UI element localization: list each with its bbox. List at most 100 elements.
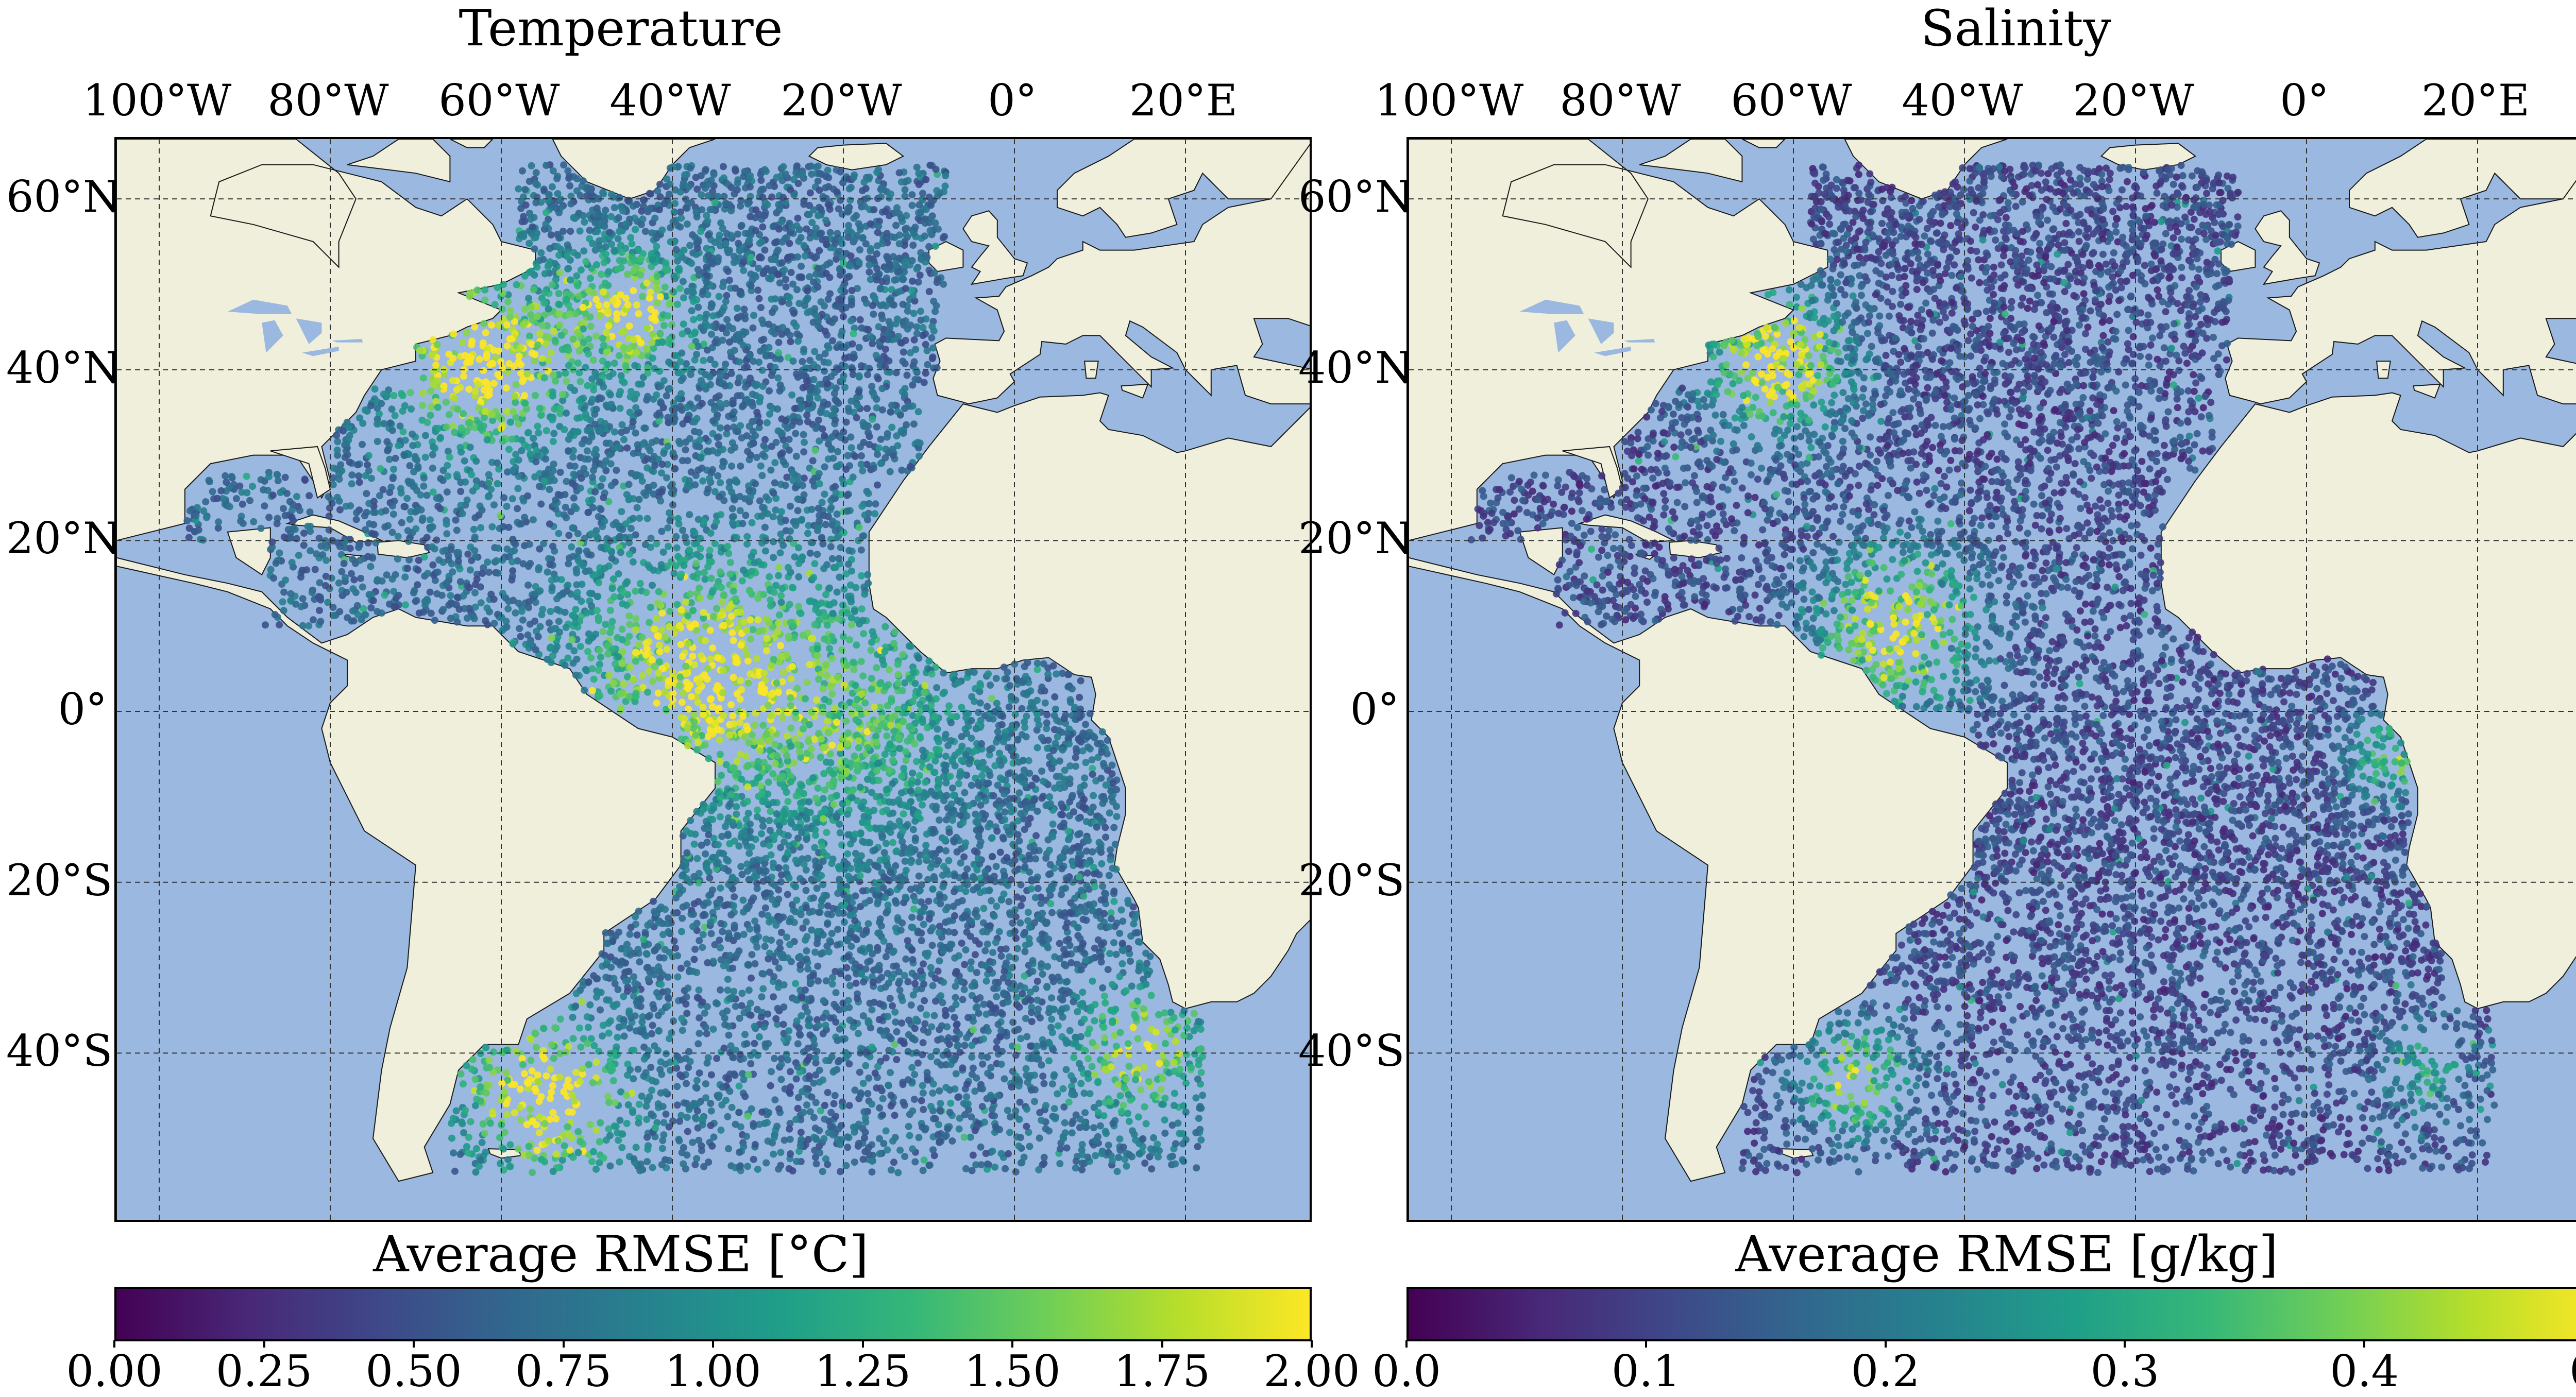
observation-point — [967, 1134, 974, 1141]
observation-point — [549, 1082, 556, 1089]
observation-point — [778, 599, 785, 606]
observation-point — [401, 573, 409, 581]
observation-point — [646, 619, 653, 626]
observation-point — [883, 953, 890, 960]
observation-point — [775, 864, 783, 872]
observation-point — [608, 241, 615, 248]
observation-point — [577, 643, 584, 650]
observation-point — [592, 333, 600, 340]
observation-point — [709, 312, 717, 319]
observation-point — [716, 936, 723, 944]
observation-point — [557, 469, 564, 476]
observation-point — [856, 344, 863, 351]
observation-point — [573, 175, 581, 182]
observation-point — [374, 438, 381, 445]
observation-point — [540, 1025, 548, 1032]
observation-point — [783, 283, 790, 291]
observation-point — [567, 1083, 574, 1091]
observation-point — [940, 281, 947, 288]
observation-point — [754, 807, 761, 814]
observation-point — [1044, 671, 1052, 678]
observation-point — [1119, 917, 1126, 925]
observation-point — [864, 371, 871, 378]
observation-point — [506, 1163, 513, 1170]
observation-point — [599, 475, 606, 482]
observation-point — [632, 430, 639, 437]
observation-point — [497, 1160, 504, 1167]
observation-point — [834, 510, 841, 518]
observation-point — [1199, 1053, 1206, 1060]
observation-point — [671, 938, 678, 945]
observation-point — [620, 436, 628, 443]
observation-point — [1072, 1164, 1079, 1171]
observation-point — [923, 830, 930, 838]
observation-point — [613, 467, 620, 474]
observation-point — [909, 770, 916, 777]
observation-point — [699, 478, 706, 485]
lat-tick-label: 40°S — [6, 1025, 107, 1077]
observation-point — [990, 792, 997, 799]
observation-point — [702, 850, 709, 858]
observation-point — [299, 595, 307, 602]
observation-point — [592, 1059, 600, 1066]
observation-point — [910, 906, 918, 913]
observation-point — [762, 905, 769, 912]
observation-point — [660, 450, 667, 457]
observation-point — [844, 609, 851, 617]
observation-point — [503, 408, 511, 415]
observation-point — [580, 212, 587, 219]
observation-point — [865, 1075, 872, 1082]
observation-point — [660, 322, 668, 329]
observation-point — [752, 709, 759, 717]
observation-point — [349, 585, 357, 592]
observation-point — [739, 577, 746, 585]
observation-point — [747, 616, 754, 623]
observation-point — [265, 514, 273, 521]
observation-point — [774, 374, 782, 382]
observation-point — [778, 508, 785, 515]
observation-point — [876, 1104, 883, 1112]
observation-point — [1094, 1079, 1101, 1086]
observation-point — [568, 636, 575, 643]
observation-point — [806, 1031, 814, 1038]
observation-point — [1109, 865, 1116, 872]
observation-point — [1059, 746, 1066, 754]
observation-point — [919, 1082, 926, 1089]
observation-point — [451, 429, 458, 436]
observation-point — [813, 696, 820, 704]
observation-point — [1001, 1075, 1008, 1082]
observation-point — [659, 1103, 667, 1110]
observation-point — [821, 490, 828, 498]
observation-point — [916, 453, 923, 460]
observation-point — [944, 1126, 952, 1133]
observation-point — [795, 573, 802, 581]
observation-point — [479, 481, 486, 488]
observation-point — [567, 228, 574, 235]
observation-point — [467, 1118, 474, 1126]
observation-point — [533, 447, 540, 454]
observation-point — [657, 1058, 665, 1065]
observation-point — [767, 467, 774, 474]
observation-point — [691, 841, 698, 848]
observation-point — [733, 803, 740, 810]
panel-title-temperature: Temperature — [21, 0, 1221, 57]
observation-point — [882, 623, 889, 631]
observation-point — [1116, 1135, 1124, 1143]
observation-point — [1099, 883, 1106, 890]
observation-point — [874, 1063, 882, 1070]
observation-point — [829, 980, 836, 987]
observation-point — [596, 646, 603, 654]
observation-point — [789, 1167, 796, 1174]
observation-point — [991, 1164, 998, 1171]
observation-point — [680, 320, 687, 328]
observation-point — [951, 1014, 958, 1021]
observation-point — [462, 1106, 469, 1114]
observation-point — [639, 293, 646, 300]
observation-point — [1197, 1136, 1205, 1144]
observation-point — [927, 1053, 935, 1060]
observation-point — [653, 615, 660, 622]
observation-point — [984, 941, 991, 948]
observation-point — [886, 666, 893, 673]
observation-point — [704, 665, 711, 672]
observation-point — [616, 1159, 623, 1166]
